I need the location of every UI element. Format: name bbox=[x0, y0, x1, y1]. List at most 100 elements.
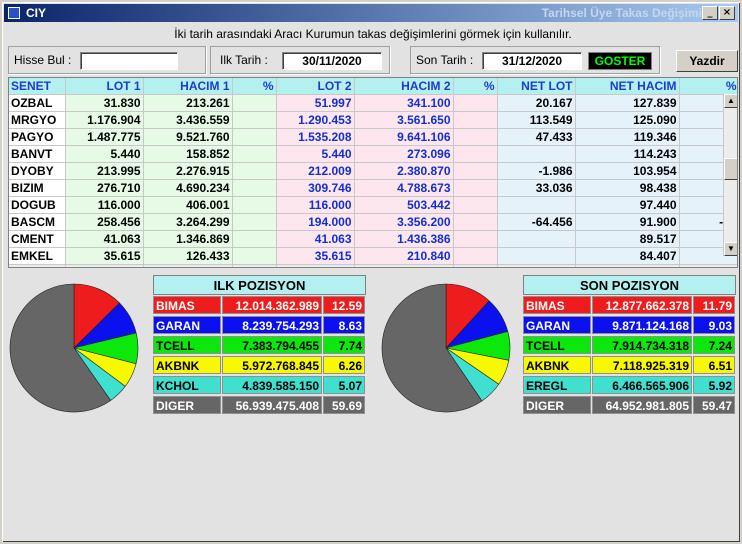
table-cell bbox=[453, 196, 498, 214]
table-cell bbox=[497, 196, 576, 214]
position-row: DIGER 56.939.475.408 59.69 bbox=[153, 396, 366, 414]
total-cell bbox=[497, 264, 576, 267]
scroll-up-arrow-icon[interactable]: ▲ bbox=[724, 94, 737, 108]
table-row[interactable]: EMKEL 35.615 126.433 35.615 210.840 84.407 bbox=[9, 247, 737, 265]
column-header[interactable]: % bbox=[453, 78, 498, 95]
table-cell bbox=[453, 247, 498, 265]
hisse-search-input[interactable] bbox=[80, 52, 178, 70]
column-header[interactable]: HACIM 1 bbox=[143, 78, 233, 95]
column-header[interactable]: % bbox=[679, 78, 737, 95]
grid-vertical-scrollbar[interactable]: ▲ ▼ bbox=[723, 94, 737, 256]
table-cell: 116.000 bbox=[65, 196, 144, 214]
goster-button[interactable]: GOSTER bbox=[588, 52, 652, 70]
table-row[interactable]: BASCM 258.456 3.264.299 194.000 3.356.200 -64… bbox=[9, 213, 737, 231]
table-cell bbox=[679, 230, 737, 248]
window-title: CIY bbox=[26, 6, 47, 20]
close-button[interactable]: × bbox=[719, 6, 735, 20]
app-icon bbox=[8, 7, 20, 19]
position-row: EREGL 6.466.565.906 5.92 bbox=[523, 376, 736, 394]
symbol-cell: DOGUB bbox=[9, 196, 66, 214]
position-symbol: TCELL bbox=[523, 336, 591, 354]
position-value: 7.383.794.455 bbox=[222, 336, 322, 354]
position-value: 4.839.585.150 bbox=[222, 376, 322, 394]
position-symbol: AKBNK bbox=[153, 356, 221, 374]
table-row[interactable]: OZBAL 31.830 213.261 51.997 341.100 20.167 127… bbox=[9, 94, 737, 112]
table-cell: 2.276.915 bbox=[143, 162, 233, 180]
table-cell bbox=[232, 128, 277, 146]
position-symbol: DIGER bbox=[523, 396, 591, 414]
column-header[interactable]: % bbox=[232, 78, 277, 95]
table-cell: 1.487.775 bbox=[65, 128, 144, 146]
table-cell: 3.356.200 bbox=[354, 213, 454, 231]
table-cell: 5.440 bbox=[65, 145, 144, 163]
takas-grid[interactable]: SENET LOT 1 HACIM 1% LOT 2 HACIM 2% NET LOT NE… bbox=[8, 77, 738, 268]
table-row[interactable]: CMENT 41.063 1.346.869 41.063 1.436.386 89.51… bbox=[9, 230, 737, 248]
total-cell: 109.201.993.896 bbox=[354, 264, 454, 267]
ilk-tarih-field[interactable]: 30/11/2020 bbox=[282, 52, 382, 70]
son-tarih-field[interactable]: 31/12/2020 bbox=[482, 52, 582, 70]
table-row[interactable]: MRGYO 1.176.904 3.436.559 1.290.453 3.561.65… bbox=[9, 111, 737, 129]
position-value: 7.118.925.319 bbox=[592, 356, 692, 374]
table-cell: 276.710 bbox=[65, 179, 144, 197]
position-percent: 59.69 bbox=[323, 396, 365, 414]
table-cell bbox=[497, 247, 576, 265]
ilk-pozisyon-title: ILK POZISYON bbox=[153, 275, 366, 295]
table-cell: 273.096 bbox=[354, 145, 454, 163]
position-percent: 7.24 bbox=[693, 336, 735, 354]
position-percent: 5.07 bbox=[323, 376, 365, 394]
table-row[interactable]: BANVT 5.440 158.852 5.440 273.096 114.243 bbox=[9, 145, 737, 163]
table-cell: 119.346 bbox=[575, 128, 680, 146]
table-cell: 5.440 bbox=[276, 145, 355, 163]
usage-hint: İki tarih arasındaki Aracı Kurumun takas… bbox=[174, 27, 572, 41]
table-cell: 33.036 bbox=[497, 179, 576, 197]
table-cell bbox=[497, 230, 576, 248]
position-row: AKBNK 5.972.768.845 6.26 bbox=[153, 356, 366, 374]
position-value: 12.014.362.989 bbox=[222, 296, 322, 314]
column-header[interactable]: SENET bbox=[9, 78, 66, 95]
table-cell: 1.176.904 bbox=[65, 111, 144, 129]
table-cell: 1.346.869 bbox=[143, 230, 233, 248]
table-cell bbox=[453, 230, 498, 248]
yazdir-button[interactable]: Yazdir bbox=[676, 50, 738, 72]
title-bar[interactable]: CIY Tarihsel Üye Takas Değişimi _ × bbox=[4, 4, 738, 22]
total-cell bbox=[9, 264, 66, 267]
scroll-down-arrow-icon[interactable]: ▼ bbox=[724, 242, 737, 256]
son-tarih-group bbox=[410, 46, 660, 74]
table-cell: 126.433 bbox=[143, 247, 233, 265]
pie-slice-diger bbox=[9, 283, 112, 413]
symbol-cell: BASCM bbox=[9, 213, 66, 231]
table-cell: 3.436.559 bbox=[143, 111, 233, 129]
column-header[interactable]: NET LOT bbox=[497, 78, 576, 95]
position-value: 56.939.475.408 bbox=[222, 396, 322, 414]
table-cell: 113.549 bbox=[497, 111, 576, 129]
table-cell: 47.433 bbox=[497, 128, 576, 146]
table-row[interactable]: DOGUB 116.000 406.001 116.000 503.442 97.440 bbox=[9, 196, 737, 214]
table-row[interactable]: BIZIM 276.710 4.690.234 309.746 4.788.673 33.… bbox=[9, 179, 737, 197]
table-cell bbox=[453, 179, 498, 197]
minimize-button[interactable]: _ bbox=[702, 6, 718, 20]
column-header[interactable]: NET HACIM bbox=[575, 78, 680, 95]
table-cell: -1.986 bbox=[497, 162, 576, 180]
table-cell: 3.561.650 bbox=[354, 111, 454, 129]
table-cell: 41.063 bbox=[65, 230, 144, 248]
table-cell: 51.997 bbox=[276, 94, 355, 112]
hisse-group bbox=[8, 46, 206, 74]
scroll-thumb[interactable] bbox=[724, 158, 737, 180]
table-cell bbox=[232, 111, 277, 129]
column-header[interactable]: LOT 1 bbox=[65, 78, 144, 95]
table-row[interactable]: DYOBY 213.995 2.276.915 212.009 2.380.870 -1.… bbox=[9, 162, 737, 180]
column-header[interactable]: LOT 2 bbox=[276, 78, 355, 95]
position-symbol: GARAN bbox=[153, 316, 221, 334]
table-cell: 97.440 bbox=[575, 196, 680, 214]
position-percent: 8.63 bbox=[323, 316, 365, 334]
pie-slice-diger bbox=[381, 283, 483, 413]
column-header[interactable]: HACIM 2 bbox=[354, 78, 454, 95]
position-percent: 6.26 bbox=[323, 356, 365, 374]
table-row[interactable]: PAGYO 1.487.775 9.521.760 1.535.208 9.641.10… bbox=[9, 128, 737, 146]
symbol-cell: MRGYO bbox=[9, 111, 66, 129]
symbol-cell: DYOBY bbox=[9, 162, 66, 180]
position-row: BIMAS 12.014.362.989 12.59 bbox=[153, 296, 366, 314]
position-symbol: KCHOL bbox=[153, 376, 221, 394]
table-cell: 98.438 bbox=[575, 179, 680, 197]
